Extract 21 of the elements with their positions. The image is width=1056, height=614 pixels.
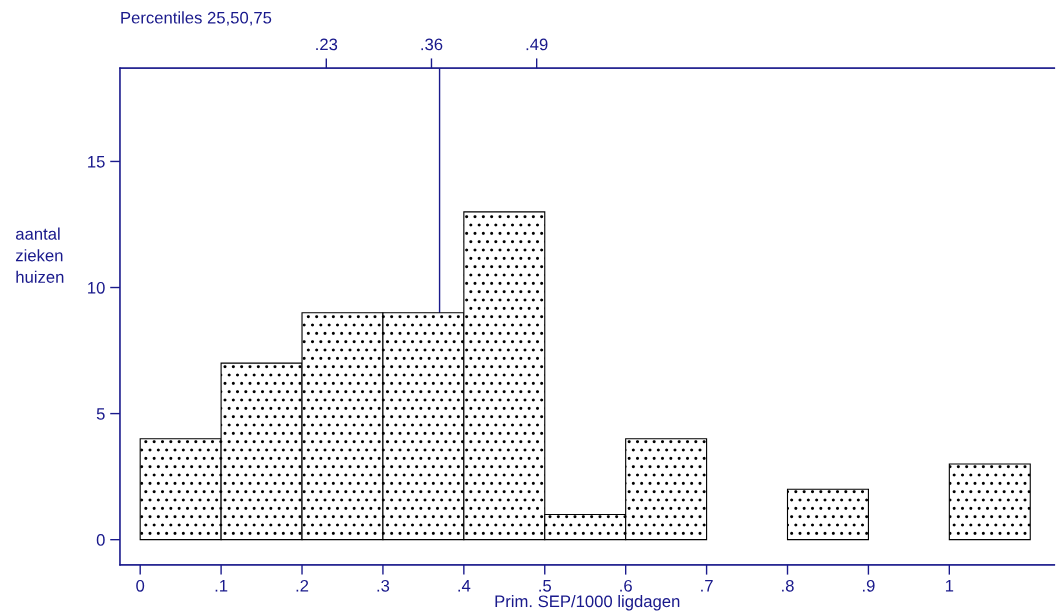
y-tick-label: 5 [96,408,105,420]
y-axis-title: aantal zieken huizen [15,227,64,283]
x-tick-label: .5 [539,580,552,592]
y-tick-label: 10 [88,281,105,294]
x2-tick-label: .49 [526,38,548,51]
x2-tick-label: .36 [421,38,443,51]
x-tick-label: 1 [945,580,954,592]
x-tick-label: 0 [136,579,145,592]
x2-axis-title: Percentiles 25,50,75 [121,11,272,26]
x-tick-label: .1 [215,580,228,592]
x-tick-label: .8 [782,579,794,592]
x-tick-label: .6 [620,579,632,592]
x2-tick-label: .23 [316,38,338,51]
x-tick-label: .9 [862,579,875,592]
x-tick-label: .7 [701,580,713,592]
x-tick-label: .4 [458,580,471,592]
x-axis-title: Prim. SEP/1000 ligdagen [495,595,680,611]
y-tick-label: 0 [96,534,105,546]
y-tick-label: 15 [88,156,105,168]
x-tick-label: .2 [296,579,309,592]
x-tick-label: .3 [377,579,390,592]
